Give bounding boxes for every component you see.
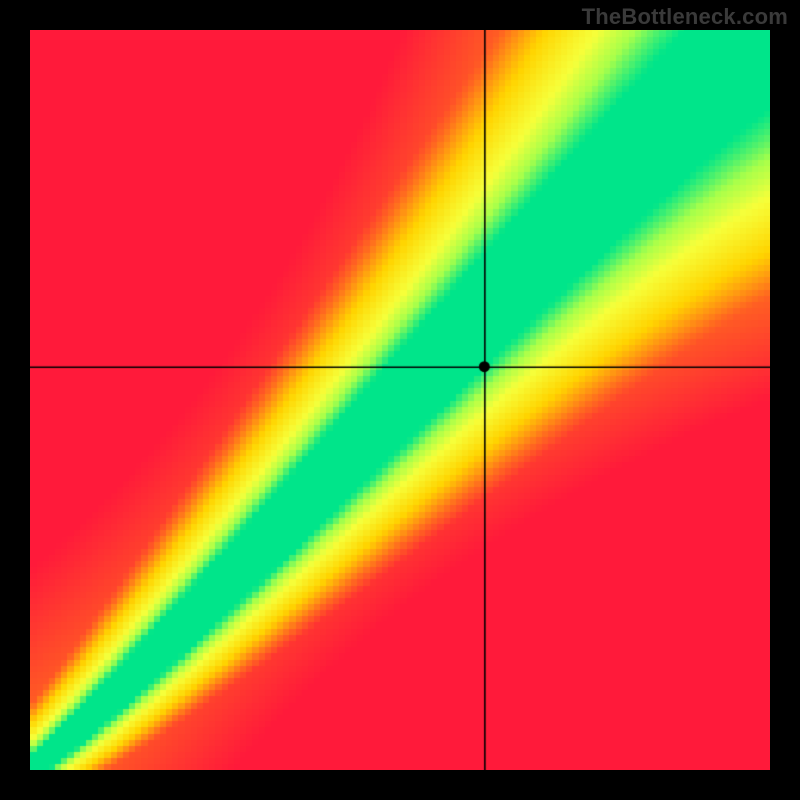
bottleneck-heatmap (30, 30, 770, 770)
watermark-text: TheBottleneck.com (582, 4, 788, 30)
chart-container: TheBottleneck.com (0, 0, 800, 800)
